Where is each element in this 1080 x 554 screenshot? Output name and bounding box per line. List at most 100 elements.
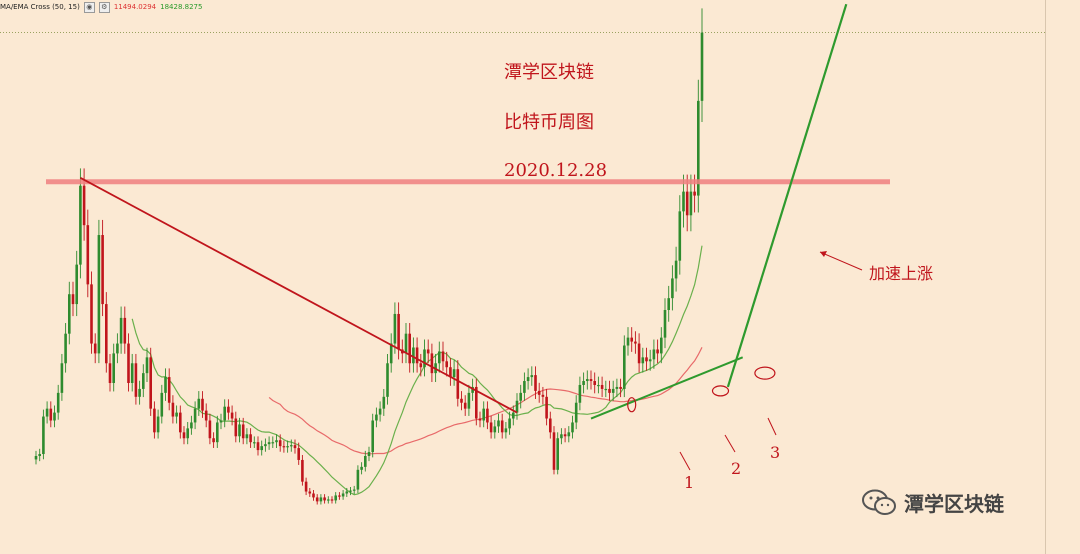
candle-body [275,440,278,443]
candle-body [53,412,56,421]
candle-body [212,438,215,443]
candle-body [600,384,604,389]
accel-label: 加速上涨 [869,264,933,283]
candle-body [312,493,315,498]
candle-body [463,402,467,409]
candle-body [119,317,123,344]
candle-body [500,420,504,433]
candle-body [327,499,330,501]
candle-body [245,434,249,439]
candle-body [652,349,656,360]
candle-body [71,294,75,305]
candle-body [486,408,489,423]
candle-body [197,398,201,409]
candle-body [445,361,448,368]
candle-body [112,353,115,384]
candle-body [352,489,356,491]
candle-body [290,445,293,447]
candle-body [571,422,574,433]
candle-body [541,394,545,397]
candle-body [360,466,363,470]
candle-body [560,434,563,439]
candle-body [134,363,138,397]
candle-body [393,313,397,344]
candle-body [319,497,323,502]
candle-body [641,357,645,364]
candle-body [456,369,460,399]
candle-body [667,298,670,311]
marker-label-3: 3 [770,443,780,462]
watermark-text: 潭学区块链 [904,492,1004,516]
marker-ellipse [711,385,730,397]
candle-body [637,343,641,364]
candle-body [286,446,289,448]
candle-body [182,432,186,439]
candle-body [156,416,160,433]
candle-body [700,32,704,101]
candle-body [645,357,648,362]
candle-body [108,363,112,384]
title-line-2: 比特币周图 [504,112,594,133]
visibility-icon[interactable]: ◉ [83,1,95,13]
marker-label-1: 1 [684,473,694,492]
candle-body [330,499,334,501]
candle-body [82,185,86,226]
candle-body [216,422,219,443]
candle-body [537,390,541,395]
indicator-label: MA/EMA Cross (50, 15) [0,3,80,11]
candle-body [586,379,589,382]
candle-body [364,456,367,467]
candle-body [241,424,245,439]
indicator-bar: MA/EMA Cross (50, 15) ◉ ⚙ 11494.0294 184… [0,0,202,14]
candle-body [256,442,260,451]
marker-ellipse [754,366,776,380]
candle-body [193,408,197,423]
candle-body [515,400,519,413]
candle-body [227,406,230,413]
candle-body [660,337,663,354]
candle-body [674,260,678,279]
candle-body [160,392,164,417]
candle-body [101,235,104,305]
candle-body [164,377,167,393]
candle-body [142,373,145,389]
arrow-accel-head [820,251,827,257]
arrow-2 [724,434,736,453]
candle-body [34,456,38,460]
candle-body [574,402,578,423]
candle-body [249,434,252,443]
candle-body [648,359,652,362]
candle-body [619,386,622,389]
candle-body [693,191,696,196]
candle-body [171,402,175,417]
indicator-value-1: 11494.0294 [113,3,157,11]
candle-body [523,381,526,393]
candle-body [656,349,659,354]
candle-body [375,414,378,421]
candle-body [467,392,471,409]
candle-body [304,481,308,492]
candle-body [497,420,500,427]
candle-body [689,191,693,216]
candle-body [201,398,204,411]
candle-body [611,388,615,393]
candle-body [685,191,689,216]
candle-body [175,412,178,417]
candle-body [38,454,41,457]
acceleration-trend-line [726,3,848,388]
candle-body [530,375,534,378]
candle-body [441,351,445,362]
candle-body [408,333,411,364]
candle-body [149,357,152,409]
candle-body [597,384,600,387]
candle-body [282,446,286,448]
candle-body [593,381,596,385]
candle-body [45,408,49,417]
settings-icon[interactable]: ⚙ [98,1,110,13]
candle-body [471,386,474,393]
candle-body [630,337,633,342]
candle-body [415,347,419,364]
candle-body [153,408,156,433]
candle-body [452,369,456,378]
ma-slow-line [268,347,703,455]
